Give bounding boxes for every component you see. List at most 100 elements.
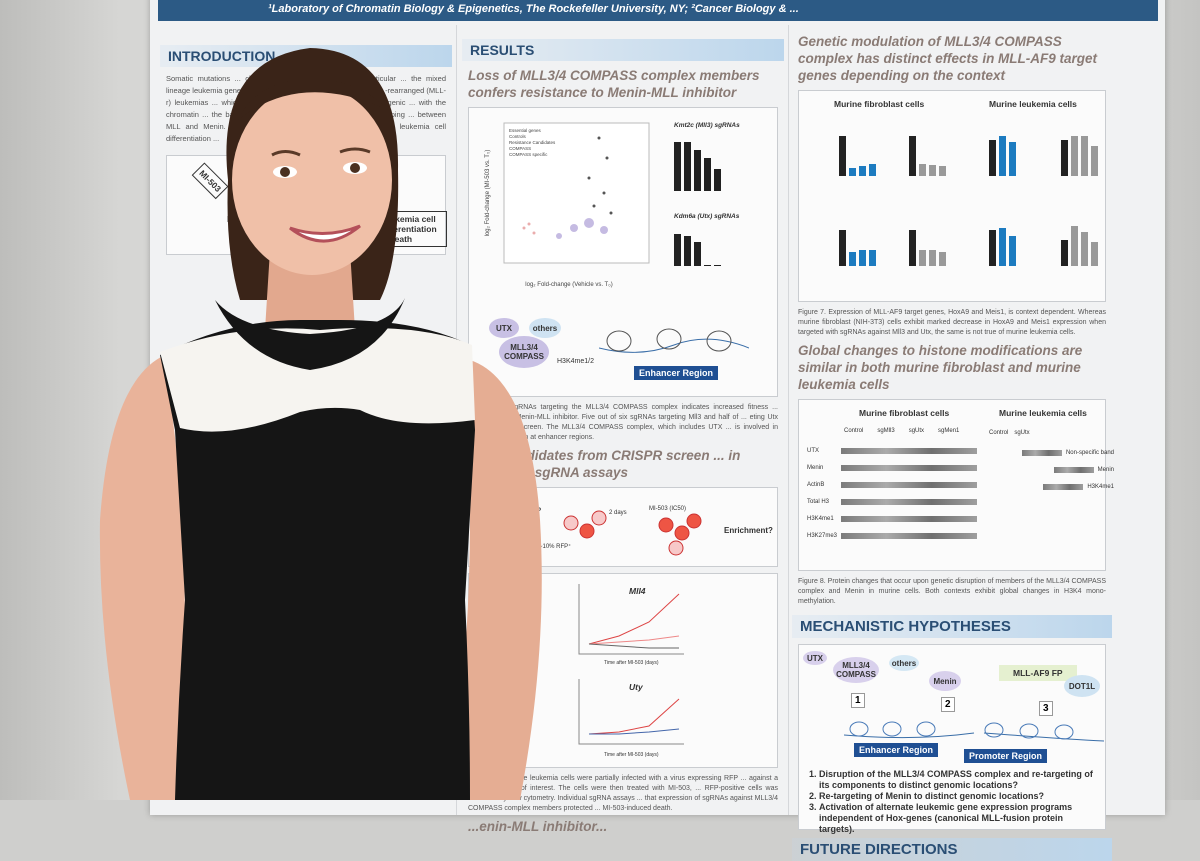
bar-group	[839, 226, 876, 266]
bar-group	[909, 136, 946, 176]
mechanism-diagram: UTX MLL3/4 COMPASS others Menin MLL-AF9 …	[798, 644, 1106, 834]
scatter-xlabel: log₂ Fold-change (Vehicle vs. T₀)	[525, 282, 612, 288]
chromatin-icon	[844, 721, 1105, 742]
enhancer-region-label: Enhancer Region	[634, 366, 719, 380]
fusion-protein-label: MLL-AF9 FP	[999, 665, 1077, 681]
enriched-cells-icon	[658, 513, 702, 556]
plot2-title: Uty	[629, 682, 643, 692]
right-subheading-2: Global changes to histone modifications …	[798, 343, 1083, 392]
bar	[684, 141, 691, 191]
introduction-text: Somatic mutations ... chromatin-associat…	[166, 74, 446, 143]
bar	[714, 265, 721, 266]
figure-8-caption: Figure 8. Protein changes that occur upo…	[798, 578, 1106, 605]
blot-group-labels: Control sgMll3 sgUtx sgMen1	[844, 428, 960, 434]
results-column: RESULTS Loss of MLL3/4 COMPASS complex m…	[462, 31, 784, 834]
utx-oval: UTX	[489, 318, 519, 338]
line-plots	[578, 584, 684, 745]
expression-figure: Murine fibroblast cells Murine leukemia …	[798, 90, 1106, 302]
future-directions-heading: FUTURE DIRECTIONS	[792, 838, 1112, 861]
blot-row: H3K27me3	[807, 527, 977, 544]
bar-chart-utx	[674, 226, 721, 266]
bar	[704, 158, 711, 191]
hypothesis-item: Re-targeting of Menin to distinct genomi…	[819, 791, 1099, 802]
column-divider	[456, 25, 457, 815]
step-3: 3	[1039, 701, 1053, 716]
right-column: Genetic modulation of MLL3/4 COMPASS com…	[792, 31, 1114, 861]
bar2-title: Kdm6a (Utx) sgRNAs	[674, 213, 740, 220]
hypotheses-list: Disruption of the MLL3/4 COMPASS complex…	[819, 769, 1099, 835]
plot1-xlabel: Time after MI-503 (days)	[604, 660, 659, 666]
results-heading: RESULTS	[462, 39, 784, 61]
others-oval: others	[529, 318, 561, 338]
research-poster: ¹Laboratory of Chromatin Biology & Epige…	[150, 0, 1165, 861]
bar-group	[1061, 226, 1098, 266]
utx-oval: UTX	[803, 651, 827, 665]
svg-text:Resistance Candidates: Resistance Candidates	[509, 140, 556, 145]
bar-group	[839, 136, 876, 176]
h3k4-mark: H3K4me1/2	[557, 358, 594, 365]
others-oval: others	[889, 655, 919, 671]
blot-rows-2: Non-specific band Menin H3K4me1	[989, 444, 1114, 495]
bar	[694, 149, 701, 191]
screen-figure: log₂ Fold-change (Vehicle vs. T₀) log₂ F…	[468, 107, 778, 397]
menin-oval: Menin	[929, 671, 961, 691]
svg-text:Essential genes: Essential genes	[509, 128, 542, 133]
blot-rows: UTX Menin ActinB Total H3 H3K4me1 H3K27me3	[807, 442, 977, 544]
bar-group	[909, 226, 946, 266]
bar-group	[989, 136, 1016, 176]
scatter-ylabel: log₂ Fold-change (MI-503 vs. T₀)	[485, 150, 491, 237]
blot-row: Total H3	[807, 493, 977, 510]
bar	[694, 242, 701, 266]
step-2: 2	[941, 697, 955, 712]
time-course-plots: Mll4 Time after MI-503 (days) Uty Time a…	[468, 573, 778, 768]
nucleosome-icon	[599, 328, 749, 353]
introduction-column: INTRODUCTION Somatic mutations ... chrom…	[160, 31, 452, 815]
enrichment-label: Enrichment?	[724, 526, 773, 535]
blot-row: Non-specific band	[989, 444, 1114, 461]
western-blot-figure: Murine fibroblast cells Murine leukemia …	[798, 399, 1114, 571]
blot-row: H3K4me1	[807, 510, 977, 527]
scatter-plot: log₂ Fold-change (Vehicle vs. T₀) log₂ F…	[485, 122, 650, 288]
bar-chart-mll3	[674, 136, 721, 191]
figure-caption-1: ...chment of sgRNAs targeting the MLL3/4…	[468, 404, 778, 441]
bar	[674, 141, 681, 191]
blot-row: Menin	[807, 459, 977, 476]
cells-icon	[563, 510, 607, 539]
enhancer-region-label: Enhancer Region	[854, 743, 939, 757]
blot-row: UTX	[807, 442, 977, 459]
results-subheading-1: Loss of MLL3/4 COMPASS complex members c…	[468, 68, 760, 100]
blot-row: ActinB	[807, 476, 977, 493]
bar	[704, 265, 711, 266]
assay-schematic: ...RNA-RFP ~10% RFP⁺ 2 days MI-503 (IC50…	[468, 487, 778, 567]
svg-text:COMPASS specific: COMPASS specific	[509, 152, 548, 157]
bar-group	[989, 226, 1016, 266]
hypothesis-item: Activation of alternate leukemic gene ex…	[819, 802, 1099, 835]
introduction-heading: INTRODUCTION	[160, 45, 452, 67]
poster-banner: ¹Laboratory of Chromatin Biology & Epige…	[158, 0, 1158, 21]
figure-caption-2: ...expressing acute leukemia cells were …	[468, 775, 778, 812]
figure-7-caption: Figure 7. Expression of MLL-AF9 target g…	[798, 309, 1106, 336]
blot-row: Menin	[989, 461, 1114, 478]
blot-group-labels-2: Control sgUtx	[989, 430, 1030, 436]
mechanistic-heading: MECHANISTIC HYPOTHESES	[792, 615, 1112, 638]
bar	[674, 234, 681, 266]
menin-label: Menin	[227, 214, 252, 224]
leukemia-label: Murine leukemia cells	[989, 99, 1077, 109]
outcome-label: Leukemia cell differentiation ... death	[377, 211, 447, 247]
compass-oval: MLL3/4 COMPASS	[499, 336, 549, 368]
results-subheading-2: ...ing candidates from CRISPR screen ...…	[468, 448, 741, 480]
svg-text:Controls: Controls	[509, 134, 527, 139]
bar	[684, 236, 691, 266]
hypothesis-item: Disruption of the MLL3/4 COMPASS complex…	[819, 769, 1099, 791]
compass-oval: MLL3/4 COMPASS	[833, 657, 879, 683]
step-1: 1	[851, 693, 865, 708]
bar1-title: Kmt2c (Mll3) sgRNAs	[674, 122, 740, 129]
plot1-title: Mll4	[629, 586, 646, 596]
plot2-xlabel: Time after MI-503 (days)	[604, 752, 659, 758]
intro-diagram: MI-503 Menin Leukemia cell differentiati…	[166, 155, 447, 255]
drug-label: MI-503	[191, 162, 229, 200]
fibroblast-label: Murine fibroblast cells	[834, 99, 925, 109]
bar	[714, 169, 721, 191]
dot1l-oval: DOT1L	[1064, 675, 1100, 697]
promoter-region-label: Promoter Region	[964, 749, 1048, 763]
